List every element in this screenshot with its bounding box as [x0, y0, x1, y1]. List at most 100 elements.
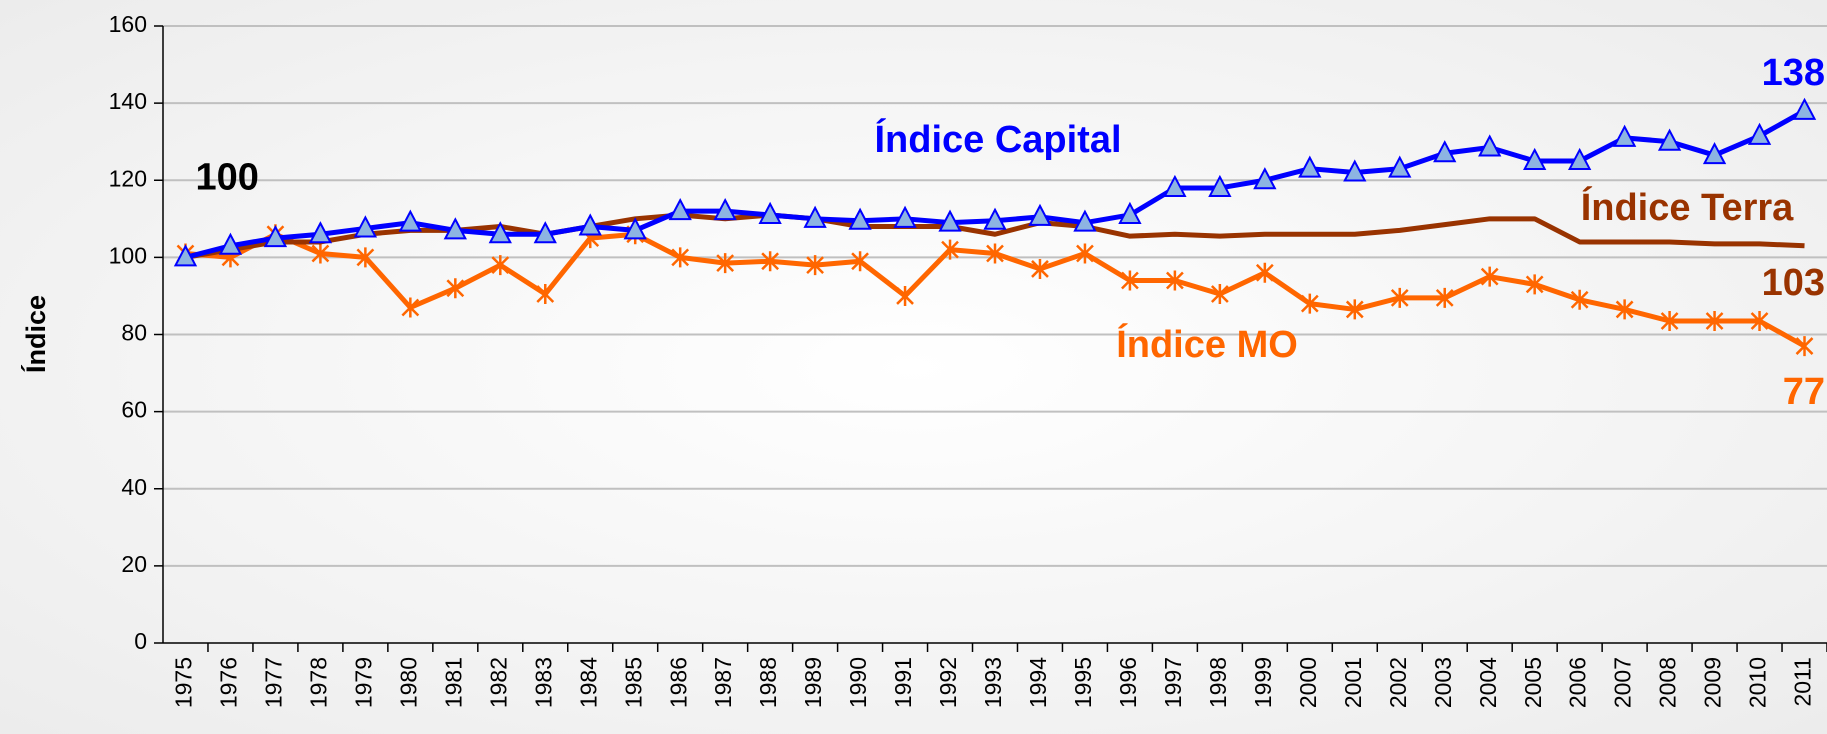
x-tick-label: 1982 [485, 657, 511, 708]
y-tick-label: 0 [134, 628, 147, 654]
x-tick-label: 1992 [935, 657, 961, 708]
marker [488, 221, 512, 244]
marker [311, 243, 330, 264]
marker [716, 253, 735, 274]
x-tick-label: 1995 [1070, 657, 1096, 708]
marker [1118, 201, 1142, 224]
x-tick-label: 1997 [1160, 657, 1186, 708]
x-tick-label: 1989 [800, 657, 826, 708]
marker [578, 213, 602, 236]
marker [1750, 311, 1769, 332]
marker [623, 217, 647, 240]
x-tick-label: 2010 [1745, 657, 1771, 708]
marker [1076, 243, 1094, 264]
y-tick-label: 20 [121, 551, 147, 577]
x-tick-label: 2005 [1520, 657, 1546, 708]
value-label: 77 [1783, 371, 1825, 413]
x-tick-label: 2001 [1340, 657, 1366, 708]
marker [1343, 159, 1367, 182]
x-tick-label: 2009 [1700, 657, 1726, 708]
marker [761, 251, 780, 272]
marker [1480, 266, 1499, 287]
y-axis-label: Índice [20, 295, 51, 373]
value-label: 100 [195, 156, 258, 198]
y-tick-label: 160 [109, 11, 147, 37]
x-tick-label: 1985 [620, 657, 646, 708]
marker [1210, 284, 1229, 305]
x-tick-label: 1991 [890, 657, 916, 708]
marker [1390, 287, 1409, 308]
marker [938, 209, 962, 232]
marker [443, 217, 467, 240]
x-tick-label: 1987 [710, 657, 736, 708]
y-tick-label: 100 [109, 242, 147, 268]
x-tick-label: 1996 [1115, 657, 1141, 708]
marker [1345, 299, 1364, 320]
x-tick-label: 2011 [1790, 657, 1816, 706]
marker [533, 221, 557, 244]
marker [1567, 147, 1592, 170]
marker [1747, 122, 1772, 145]
x-tick-label: 2004 [1475, 657, 1501, 708]
x-tick-label: 1977 [261, 657, 287, 708]
marker [1028, 203, 1052, 226]
y-tick-label: 40 [121, 474, 147, 500]
marker [1298, 155, 1322, 178]
marker [1702, 142, 1727, 165]
x-tick-label: 1984 [575, 657, 601, 708]
series-label: Índice Terra [1581, 185, 1794, 229]
x-tick-label: 1978 [305, 657, 331, 708]
marker [671, 247, 690, 268]
marker [1435, 287, 1454, 308]
marker [536, 284, 555, 305]
marker [1570, 289, 1589, 310]
marker [1300, 293, 1319, 314]
x-tick-label: 1990 [845, 657, 871, 708]
marker [983, 207, 1007, 230]
x-tick-label: 2006 [1565, 657, 1591, 708]
marker [1615, 299, 1634, 320]
marker [401, 297, 420, 318]
marker [1166, 270, 1184, 291]
marker [263, 224, 288, 248]
marker [668, 197, 692, 221]
marker [353, 215, 378, 238]
marker [1253, 167, 1277, 190]
y-tick-label: 140 [109, 88, 147, 114]
marker [758, 201, 782, 224]
marker [893, 205, 917, 228]
x-tick-label: 1998 [1205, 657, 1231, 708]
x-tick-label: 1976 [216, 657, 242, 708]
marker [491, 255, 510, 276]
y-tick-label: 80 [121, 320, 147, 346]
marker [848, 207, 872, 230]
marker [173, 244, 198, 267]
marker [1792, 97, 1817, 120]
x-tick-label: 2002 [1385, 657, 1411, 708]
marker [1255, 262, 1274, 283]
marker [1208, 174, 1232, 197]
marker [218, 232, 243, 255]
x-tick-label: 2003 [1430, 657, 1456, 708]
x-tick-label: 1994 [1025, 657, 1051, 708]
y-tick-label: 60 [121, 397, 147, 423]
marker [398, 209, 423, 232]
x-tick-label: 2000 [1295, 657, 1321, 708]
series-label: Índice Capital [874, 117, 1121, 161]
marker [1525, 274, 1544, 295]
x-tick-label: 1986 [665, 657, 691, 708]
marker [713, 197, 737, 221]
x-tick-label: 1993 [980, 657, 1006, 708]
marker [1795, 336, 1814, 357]
x-tick-label: 2008 [1655, 657, 1681, 708]
marker [1523, 147, 1547, 170]
x-tick-label: 1988 [755, 657, 781, 708]
y-tick-label: 120 [109, 165, 147, 191]
marker [1705, 311, 1724, 332]
marker [446, 278, 465, 299]
marker [803, 205, 827, 228]
marker [1163, 174, 1187, 197]
x-tick-label: 1981 [440, 657, 466, 708]
x-tick-label: 1983 [530, 657, 556, 708]
marker [1478, 134, 1502, 157]
